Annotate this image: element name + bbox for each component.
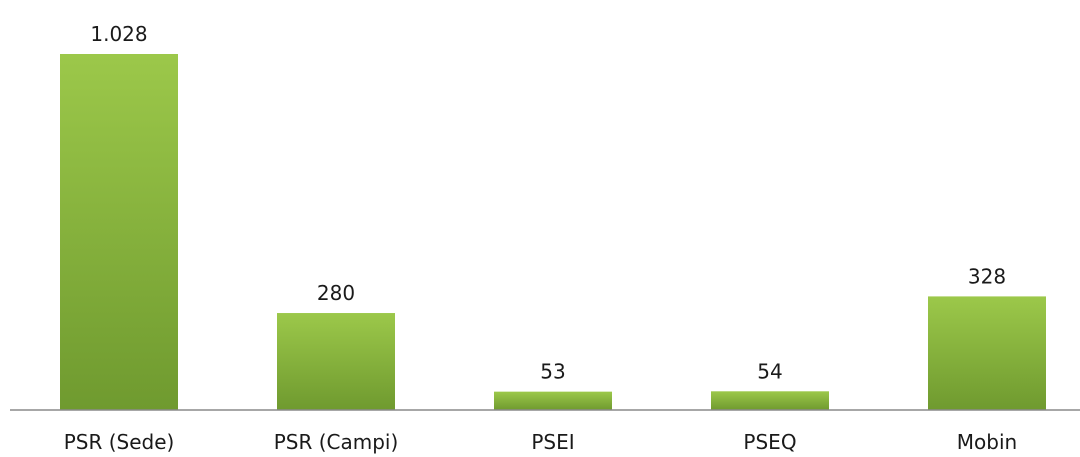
bars-layer (60, 54, 1046, 410)
value-label-0: 1.028 (90, 22, 147, 46)
bar-0 (60, 54, 178, 410)
category-labels-layer: PSR (Sede) PSR (Campi) PSEI PSEQ Mobin (64, 430, 1018, 454)
value-label-4: 328 (968, 264, 1006, 288)
value-label-3: 54 (757, 359, 782, 383)
category-label-4: Mobin (957, 430, 1017, 454)
bar-2 (494, 391, 612, 410)
category-label-0: PSR (Sede) (64, 430, 175, 454)
value-label-2: 53 (540, 360, 565, 384)
category-label-2: PSEI (531, 430, 574, 454)
value-labels-layer: 1.028 280 53 54 328 (90, 22, 1006, 384)
category-label-1: PSR (Campi) (274, 430, 399, 454)
category-label-3: PSEQ (743, 430, 796, 454)
bar-1 (277, 313, 395, 410)
bar-3 (711, 391, 829, 410)
value-label-1: 280 (317, 281, 355, 305)
bar-4 (928, 296, 1046, 410)
